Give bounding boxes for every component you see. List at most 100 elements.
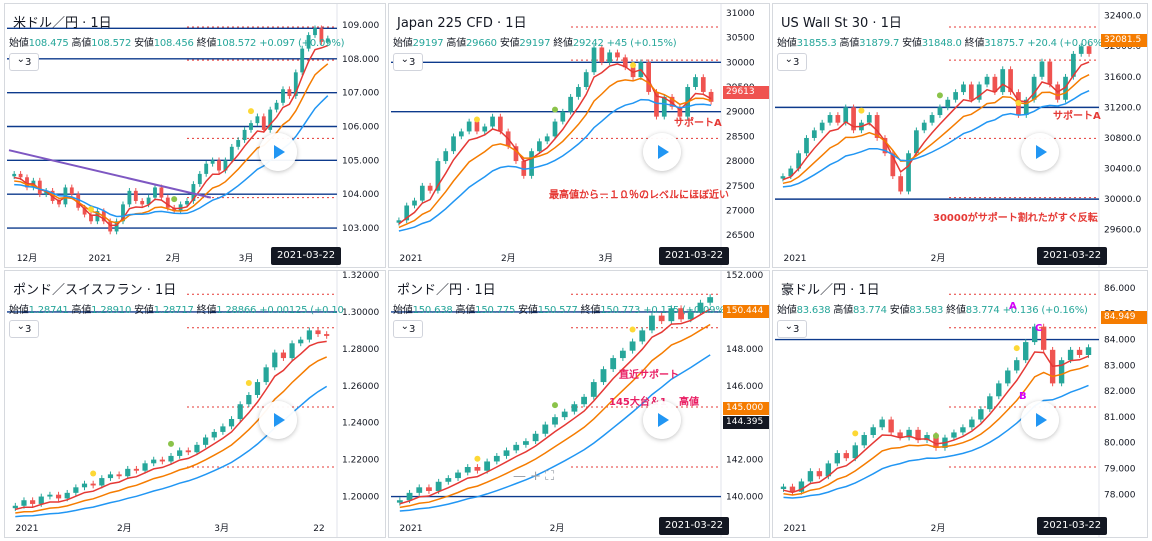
interval-dropdown-button[interactable]: ⌄ 3 — [777, 53, 807, 71]
candle-body — [678, 308, 684, 320]
interval-dropdown-button[interactable]: ⌄ 3 — [393, 320, 423, 338]
candle-body — [82, 207, 87, 215]
chart-annotation[interactable]: 30000がサポート割れたがすぐ反転 — [933, 213, 1098, 224]
ohlc-change: +0.097 (+0.09%) — [259, 38, 345, 49]
chart-annotation[interactable]: サポートA — [674, 118, 722, 129]
candle-body — [851, 107, 856, 131]
candle-body — [237, 404, 243, 419]
x-tick-label: 2021 — [89, 254, 112, 264]
play-replay-button[interactable] — [259, 401, 297, 439]
moving-average-line — [398, 63, 712, 225]
candle-body — [220, 426, 226, 432]
interval-dropdown-button[interactable]: ⌄ 3 — [9, 320, 39, 338]
ohlc-value: 108.572 — [91, 38, 132, 49]
signal-dot — [245, 380, 252, 386]
chart-annotation[interactable]: 最高値から－１０％のレベルにほぼ近い — [549, 190, 729, 201]
play-replay-button[interactable] — [643, 132, 681, 171]
ohlc-value: 31855.3 — [796, 38, 837, 49]
candle-body — [242, 129, 247, 141]
candle-body — [649, 315, 655, 331]
candle-body — [298, 339, 304, 344]
chart-annotation[interactable]: 直近サポート — [619, 370, 679, 381]
candle-body — [937, 107, 943, 116]
y-tick-label: 29000 — [726, 108, 755, 118]
chart-annotation[interactable]: サポートA — [1053, 111, 1101, 122]
chart-panel-us30[interactable]: 32400.0 32000.0 31600.0 31200.0 30800.0 30400… — [772, 3, 1148, 268]
candle-body — [263, 367, 269, 383]
candle-body — [268, 109, 273, 130]
chart-canvas[interactable]: 32400.0 32000.0 31600.0 31200.0 30800.0 30400… — [773, 4, 1147, 267]
candle-body — [125, 468, 131, 477]
candle-body — [426, 487, 432, 491]
ohlc-change: +0.136 (+0.16%) — [1002, 305, 1088, 316]
signal-dot — [630, 62, 637, 69]
candle-body — [107, 474, 114, 479]
candle-body — [459, 131, 464, 137]
candle-body — [293, 72, 298, 97]
candle-body — [668, 308, 675, 322]
candle-body — [951, 432, 957, 438]
ohlc-value: 31879.7 — [859, 38, 900, 49]
interval-dropdown-button[interactable]: ⌄ 3 — [9, 53, 39, 71]
chart-canvas[interactable]: 1.32000 1.30000 1.28000 1.26000 1.24000 1.220… — [5, 271, 385, 537]
interval-value: 3 — [793, 323, 800, 335]
play-replay-button[interactable] — [1021, 401, 1059, 439]
candle-body — [1005, 370, 1011, 384]
ohlc-change: +0.135 (+0.09%) — [643, 305, 729, 316]
candle-body — [529, 151, 534, 176]
candle-body — [1078, 46, 1084, 54]
candle-body — [484, 461, 491, 471]
ohlc-value: 1.28910 — [91, 305, 132, 316]
chart-panel-jp225[interactable]: 3100030500300002950029000285002800027500… — [388, 3, 770, 268]
zoom-controls[interactable]: — + ⛶ — [513, 469, 555, 484]
candle-body — [615, 52, 620, 58]
candle-body — [599, 47, 605, 63]
chart-title: US Wall St 30 · 1日 — [781, 16, 902, 31]
candle-body — [246, 395, 252, 405]
candle-body — [435, 161, 441, 191]
candle-body — [1040, 326, 1047, 350]
candle-body — [38, 496, 44, 504]
candle-body — [978, 409, 984, 420]
candle-body — [622, 57, 628, 68]
candle-body — [396, 220, 402, 223]
moving-average-line — [398, 98, 712, 232]
candle-body — [542, 424, 549, 434]
candle-body — [133, 468, 139, 471]
price-tag: 144.395 — [723, 416, 769, 429]
candle-body — [969, 419, 975, 428]
play-replay-button[interactable] — [259, 132, 297, 171]
play-replay-button[interactable] — [1021, 132, 1059, 171]
interval-dropdown-button[interactable]: ⌄ 3 — [777, 320, 807, 338]
y-tick-label: 105.000 — [342, 156, 379, 166]
chart-panel-audjpy[interactable]: 86.00085.00084.00083.00082.00081.00080.0… — [772, 270, 1148, 538]
chart-annotation[interactable]: A — [1009, 301, 1017, 312]
chart-annotation[interactable]: 高値 — [679, 397, 699, 408]
moving-average-line — [399, 354, 711, 512]
candle-body — [482, 126, 488, 132]
chart-annotation[interactable]: B — [1019, 391, 1027, 402]
ohlc-label: 終値 — [553, 38, 573, 49]
moving-average-line — [782, 61, 1090, 181]
candle-body — [890, 153, 896, 177]
trend-line[interactable] — [8, 149, 212, 199]
play-replay-button[interactable] — [643, 401, 681, 439]
candle-body — [287, 89, 292, 97]
ohlc-label: 高値 — [455, 305, 476, 316]
chart-panel-gbpchf[interactable]: 1.32000 1.30000 1.28000 1.26000 1.24000 1.220… — [4, 270, 386, 538]
chart-panel-gbpjpy[interactable]: 152.000150.000148.000146.000144.000142.0… — [388, 270, 770, 538]
chart-annotation[interactable]: 145大台＆1 — [609, 397, 667, 408]
candle-body — [503, 450, 510, 456]
candle-body — [561, 411, 568, 418]
candle-body — [610, 358, 617, 370]
candle-body — [217, 160, 221, 171]
interval-dropdown-button[interactable]: ⌄ 3 — [393, 53, 423, 71]
signal-dot — [90, 470, 97, 477]
candle-body — [404, 205, 410, 221]
chart-panel-usdjpy[interactable]: 109.000 108.000 107.000 106.000 105.000 104.0… — [4, 3, 386, 268]
chart-canvas[interactable]: 3100030500300002950029000285002800027500… — [389, 4, 769, 267]
signal-dot — [1015, 100, 1022, 107]
ohlc-value: 29197 — [519, 38, 551, 49]
chart-annotation[interactable]: C — [1035, 323, 1043, 334]
candle-body — [12, 505, 18, 509]
